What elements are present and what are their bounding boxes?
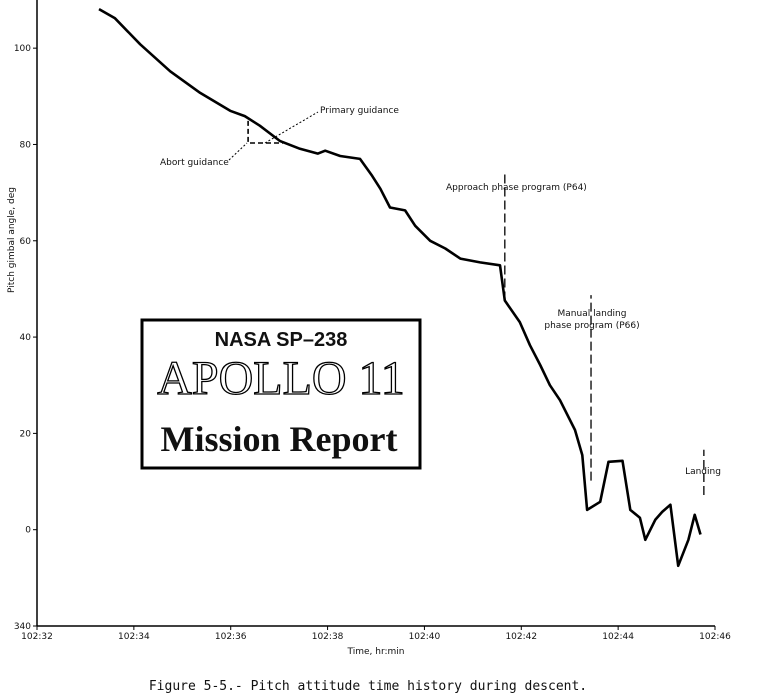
x-tick-label: 102:46 [699,632,731,642]
series-label: Primary guidance [320,106,399,116]
y-tick-label: 0 [25,526,31,536]
pitch-line [98,7,702,568]
event-label: Manual landing [558,309,627,319]
x-tick-label: 102:38 [312,632,344,642]
x-axis-label: Time, hr:min [347,647,405,657]
y-tick-label: 100 [14,44,31,54]
y-tick-label: 60 [20,237,32,247]
y-tick-label: 340 [14,622,31,632]
caption: Figure 5-5.- Pitch attitude time history… [149,679,587,694]
x-tick-label: 102:44 [602,632,634,642]
stamp-title: APOLLO 11 [157,352,405,405]
x-tick-label: 102:40 [409,632,441,642]
y-tick-label: 20 [20,429,32,439]
y-axis-label: Pitch gimbal angle, deg [7,187,17,293]
stamp: NASA SP–238 APOLLO 11 Mission Report [140,318,422,470]
stamp-publisher: NASA SP–238 [215,329,348,351]
series-label: Abort guidance [160,158,229,168]
stamp-subtitle: Mission Report [161,419,398,459]
x-tick-label: 102:36 [215,632,247,642]
x-tick-label: 102:42 [505,632,537,642]
event-label: Landing [685,467,721,477]
y-tick-label: 40 [20,333,32,343]
x-tick-label: 102:34 [118,632,150,642]
x-tick-label: 102:32 [21,632,53,642]
event-label: phase program (P66) [544,321,639,331]
stamp-box [140,318,422,470]
leader-line [264,111,319,144]
event-label: Approach phase program (P64) [446,183,587,193]
y-tick-label: 80 [20,140,32,150]
leader-line [228,142,248,161]
